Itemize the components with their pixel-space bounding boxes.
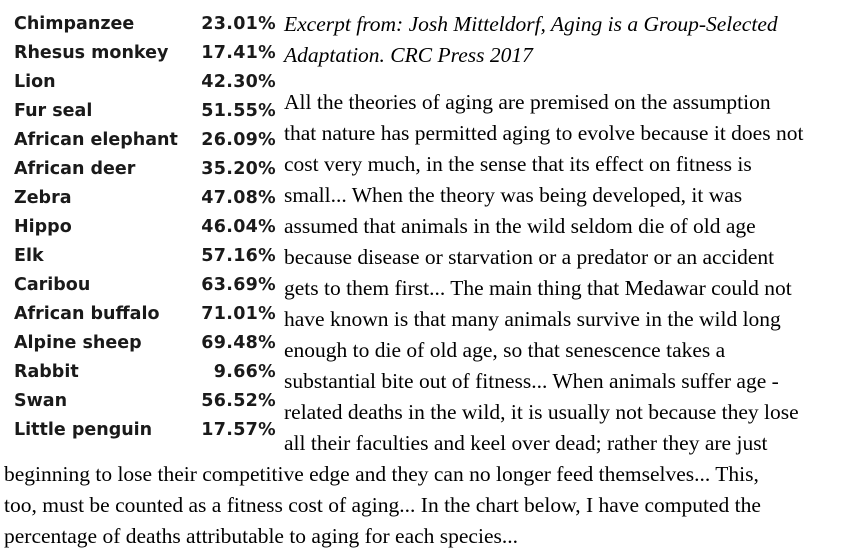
aging-death-percent: 71.01% — [201, 304, 276, 324]
table-row: Little penguin 17.57% — [14, 416, 276, 445]
species-name: Hippo — [14, 217, 72, 237]
table-row: African elephant 26.09% — [14, 126, 276, 155]
species-name: Alpine sheep — [14, 333, 142, 353]
species-name: African deer — [14, 159, 136, 179]
aging-death-percent: 26.09% — [201, 130, 276, 150]
aging-death-percent: 46.04% — [201, 217, 276, 237]
aging-death-percent: 17.57% — [201, 420, 276, 440]
species-name: Rhesus monkey — [14, 43, 169, 63]
excerpt-line: percentage of deaths attributable to agi… — [4, 524, 518, 548]
excerpt-line: because disease or starvation or a preda… — [284, 245, 775, 269]
excerpt-line: enough to die of old age, so that senesc… — [284, 338, 726, 362]
table-row: Caribou 63.69% — [14, 271, 276, 300]
excerpt-line: have known is that many animals survive … — [284, 307, 781, 331]
species-mortality-table: Chimpanzee 23.01% Rhesus monkey 17.41% L… — [14, 10, 276, 445]
excerpt-citation: Excerpt from: Josh Mitteldorf, Aging is … — [284, 12, 778, 67]
species-name: Fur seal — [14, 101, 93, 121]
excerpt-line: related deaths in the wild, it is usuall… — [284, 400, 799, 424]
table-row: Zebra 47.08% — [14, 184, 276, 213]
table-row: Rhesus monkey 17.41% — [14, 39, 276, 68]
aging-death-percent: 9.66% — [213, 362, 276, 382]
table-row: Elk 57.16% — [14, 242, 276, 271]
excerpt-line: gets to them first... The main thing tha… — [284, 276, 792, 300]
aging-death-percent: 56.52% — [201, 391, 276, 411]
species-name: Caribou — [14, 275, 91, 295]
aging-death-percent: 42.30% — [201, 72, 276, 92]
excerpt-line: assumed that animals in the wild seldom … — [284, 214, 756, 238]
excerpt-line: all their faculties and keel over dead; … — [284, 431, 768, 455]
aging-death-percent: 47.08% — [201, 188, 276, 208]
table-row: Swan 56.52% — [14, 387, 276, 416]
species-name: Lion — [14, 72, 56, 92]
table-row: African buffalo 71.01% — [14, 300, 276, 329]
excerpt-line: too, must be counted as a fitness cost o… — [4, 493, 761, 517]
aging-death-percent: 23.01% — [201, 14, 276, 34]
aging-death-percent: 63.69% — [201, 275, 276, 295]
species-name: African buffalo — [14, 304, 160, 324]
table-row: African deer 35.20% — [14, 155, 276, 184]
species-name: Zebra — [14, 188, 72, 208]
aging-death-percent: 57.16% — [201, 246, 276, 266]
table-row: Alpine sheep 69.48% — [14, 329, 276, 358]
table-row: Fur seal 51.55% — [14, 97, 276, 126]
species-name: African elephant — [14, 130, 178, 150]
excerpt-line: cost very much, in the sense that its ef… — [284, 152, 752, 176]
aging-death-percent: 51.55% — [201, 101, 276, 121]
species-name: Elk — [14, 246, 44, 266]
excerpt-line: small... When the theory was being devel… — [284, 183, 743, 207]
table-row: Rabbit 9.66% — [14, 358, 276, 387]
excerpt-line: substantial bite out of fitness... When … — [284, 369, 779, 393]
species-name: Swan — [14, 391, 68, 411]
species-name: Rabbit — [14, 362, 79, 382]
aging-death-percent: 17.41% — [201, 43, 276, 63]
table-row: Lion 42.30% — [14, 68, 276, 97]
excerpt-line: beginning to lose their competitive edge… — [4, 462, 759, 486]
aging-death-percent: 69.48% — [201, 333, 276, 353]
species-name: Little penguin — [14, 420, 153, 440]
excerpt-line: All the theories of aging are premised o… — [284, 90, 771, 114]
aging-death-percent: 35.20% — [201, 159, 276, 179]
table-row: Chimpanzee 23.01% — [14, 10, 276, 39]
species-name: Chimpanzee — [14, 14, 135, 34]
excerpt-line: that nature has permitted aging to evolv… — [284, 121, 804, 145]
table-row: Hippo 46.04% — [14, 213, 276, 242]
